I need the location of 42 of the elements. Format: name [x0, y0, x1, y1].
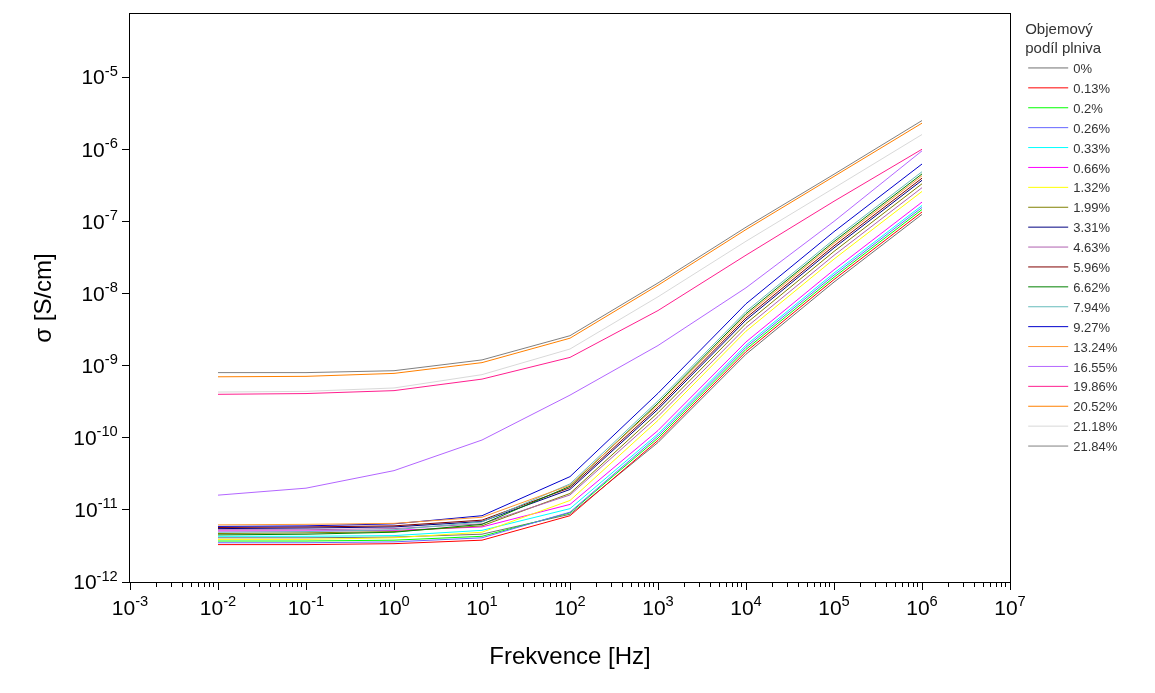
legend-label: 3.31%	[1073, 220, 1111, 236]
y-tick-label: 10$^{-12}$	[73, 567, 118, 594]
legend-label: 16.55%	[1073, 359, 1118, 375]
y-tick-label: 10$^{-8}$	[81, 279, 118, 305]
y-tick-label: 10$^{-9}$	[81, 351, 118, 377]
y-tick-label: 10$^{-5}$	[81, 62, 118, 89]
x-tick-label: 10$^{4}$	[730, 593, 762, 620]
legend-label: 0.26%	[1073, 120, 1111, 136]
legend-label: 9.27%	[1073, 319, 1111, 335]
legend-label: 19.86%	[1073, 379, 1118, 395]
y-tick-label: 10$^{-11}$	[74, 495, 118, 522]
legend-label: 0.13%	[1073, 80, 1111, 96]
y-axis-title: σ [S/cm]	[29, 253, 57, 343]
y-tick-label: 10$^{-7}$	[81, 206, 118, 233]
legend-label: 13.24%	[1073, 339, 1118, 355]
legend-label: 0.33%	[1073, 140, 1111, 156]
x-tick-label: 10$^{-1}$	[287, 593, 325, 620]
legend-label: 1.32%	[1073, 180, 1111, 196]
legend-label: 4.63%	[1073, 240, 1111, 256]
x-tick-label: 10$^{6}$	[906, 593, 938, 620]
legend-label: 0%	[1073, 61, 1093, 77]
legend-label: 21.18%	[1073, 419, 1118, 435]
legend-label: 7.94%	[1073, 299, 1111, 315]
x-tick-label: 10$^{7}$	[994, 593, 1026, 620]
y-tick-label: 10$^{-10}$	[73, 423, 118, 450]
x-tick-label: 10$^{2}$	[554, 593, 586, 620]
legend-label: 0.2%	[1073, 100, 1104, 116]
legend-label: 21.84%	[1073, 439, 1118, 455]
legend-label: 1.99%	[1073, 200, 1111, 216]
x-tick-label: 10$^{1}$	[466, 593, 498, 620]
x-tick-label: 10$^{0}$	[378, 593, 410, 620]
legend-label: 0.66%	[1073, 160, 1111, 176]
x-tick-label: 10$^{-3}$	[111, 593, 149, 620]
legend-label: 5.96%	[1073, 260, 1111, 276]
x-tick-label: 10$^{3}$	[642, 593, 674, 620]
legend-label: 6.62%	[1073, 279, 1111, 295]
y-tick-label: 10$^{-6}$	[81, 134, 118, 161]
x-tick-label: 10$^{5}$	[818, 593, 850, 620]
legend-title: Objemový podíl plniva	[1025, 19, 1102, 56]
legend-label: 20.52%	[1073, 399, 1118, 415]
x-axis-title: Frekvence [Hz]	[489, 641, 651, 669]
x-tick-label: 10$^{-2}$	[199, 593, 237, 620]
